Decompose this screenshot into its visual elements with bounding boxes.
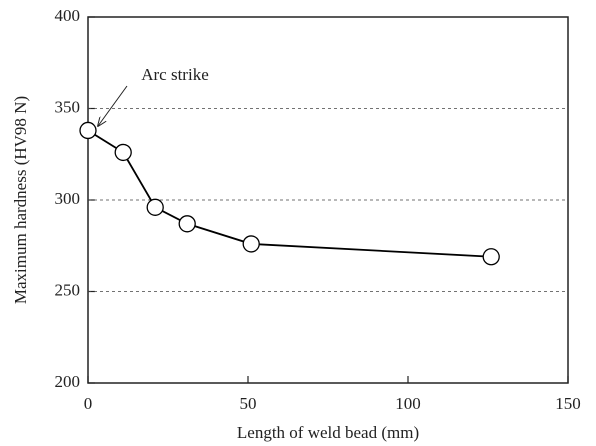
annotation: Arc strike <box>141 65 209 84</box>
x-tick-label: 0 <box>84 394 93 413</box>
data-point <box>79 121 97 140</box>
series-line <box>87 129 492 258</box>
x-axis-label: Length of weld bead (mm) <box>237 423 419 442</box>
data-point <box>482 248 500 266</box>
x-tick-label: 100 <box>395 394 421 413</box>
y-tick-label: 300 <box>55 189 81 208</box>
annotation-arrow <box>98 85 128 126</box>
x-tick-label: 150 <box>555 394 581 413</box>
data-point <box>114 143 132 162</box>
y-tick-label: 250 <box>55 280 81 299</box>
data-point <box>178 215 196 233</box>
y-tick-label: 200 <box>55 372 81 391</box>
y-tick-label: 350 <box>55 97 81 116</box>
data-point <box>242 235 260 253</box>
y-tick-label: 400 <box>55 6 81 25</box>
y-axis-label: Maximum hardness (HV98 N) <box>11 96 30 304</box>
x-tick-label: 50 <box>240 394 257 413</box>
data-point <box>146 198 164 216</box>
